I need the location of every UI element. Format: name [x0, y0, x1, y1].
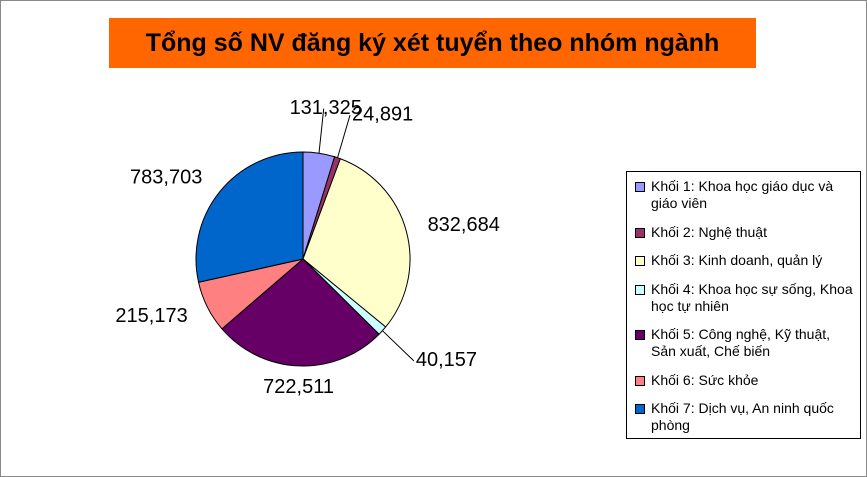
data-label: 215,173 [115, 305, 187, 327]
legend-item: Khối 1: Khoa học giáo dục và giáo viên [635, 178, 854, 212]
legend-swatch [635, 256, 645, 266]
legend-item: Khối 5: Công nghệ, Kỹ thuật, Sản xuất, C… [635, 326, 854, 360]
leader-line [382, 330, 415, 362]
pie-slice [221, 258, 380, 367]
data-label: 40,157 [416, 349, 477, 371]
legend-label: Khối 7: Dịch vụ, An ninh quốc phòng [651, 400, 834, 433]
leader-line [318, 108, 325, 154]
legend-label: Khối 4: Khoa học sự sống, Khoa học tự nh… [651, 280, 853, 314]
legend-label: Khối 6: Sức khỏe [651, 371, 759, 388]
legend-swatch [635, 330, 645, 340]
legend-item: Khối 7: Dịch vụ, An ninh quốc phòng [635, 400, 854, 434]
legend-swatch [635, 182, 645, 192]
legend-swatch [635, 404, 645, 414]
legend: Khối 1: Khoa học giáo dục và giáo viên Kh… [626, 171, 861, 439]
data-label: 131,325 [290, 97, 362, 119]
leader-line [337, 114, 351, 158]
legend-item: Khối 3: Kinh doanh, quản lý [635, 252, 854, 269]
legend-swatch [635, 227, 645, 238]
legend-swatch [635, 284, 645, 295]
pie-slice [302, 158, 411, 328]
legend-label: Khối 3: Kinh doanh, quản lý [651, 252, 823, 268]
data-label: 722,511 [263, 376, 334, 398]
legend-item: Khối 2: Nghệ thuật [635, 224, 854, 241]
legend-swatch [635, 375, 645, 386]
pie-slice [195, 151, 304, 283]
data-label: 24,891 [352, 103, 413, 125]
legend-item: Khối 6: Sức khỏe [635, 372, 854, 389]
legend-label: Khối 2: Nghệ thuật [651, 223, 767, 240]
legend-label: Khối 5: Công nghệ, Kỹ thuật, Sản xuất, C… [651, 326, 831, 359]
data-label: 832,684 [428, 214, 500, 236]
legend-label: Khối 1: Khoa học giáo dục và giáo viên [651, 178, 834, 211]
data-label: 783,703 [130, 167, 202, 189]
legend-item: Khối 4: Khoa học sự sống, Khoa học tự nh… [635, 281, 854, 315]
chart-title: Tổng số NV đăng ký xét tuyển theo nhóm n… [109, 18, 756, 68]
